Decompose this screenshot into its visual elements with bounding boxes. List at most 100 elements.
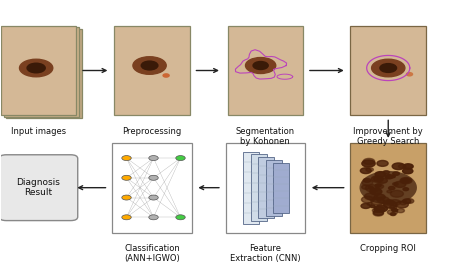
Circle shape (377, 178, 387, 183)
Circle shape (407, 73, 412, 76)
FancyBboxPatch shape (226, 143, 305, 233)
Circle shape (149, 195, 158, 200)
Circle shape (400, 178, 412, 184)
Circle shape (392, 163, 405, 170)
Circle shape (405, 199, 414, 204)
Circle shape (122, 215, 131, 220)
Text: Cropping ROI: Cropping ROI (360, 244, 416, 253)
Circle shape (149, 175, 158, 180)
FancyBboxPatch shape (251, 154, 266, 221)
Circle shape (370, 188, 382, 195)
Circle shape (122, 156, 131, 161)
Circle shape (371, 176, 383, 182)
FancyBboxPatch shape (266, 160, 282, 215)
Circle shape (149, 215, 158, 220)
Circle shape (392, 172, 400, 175)
FancyBboxPatch shape (0, 26, 76, 115)
Circle shape (383, 200, 394, 205)
Circle shape (385, 175, 393, 179)
Circle shape (387, 209, 398, 215)
FancyBboxPatch shape (114, 26, 190, 115)
Circle shape (362, 160, 375, 167)
FancyBboxPatch shape (0, 155, 78, 220)
Circle shape (391, 190, 403, 197)
Circle shape (361, 204, 371, 209)
Circle shape (394, 181, 406, 187)
Circle shape (363, 178, 371, 182)
FancyBboxPatch shape (6, 29, 82, 118)
Circle shape (149, 156, 158, 161)
Circle shape (375, 184, 383, 189)
Circle shape (370, 205, 375, 207)
Circle shape (372, 59, 405, 77)
Circle shape (402, 168, 413, 174)
Circle shape (403, 188, 409, 191)
Circle shape (396, 201, 408, 208)
Circle shape (19, 59, 53, 77)
Circle shape (122, 195, 131, 200)
Circle shape (377, 197, 389, 203)
Circle shape (374, 194, 385, 200)
Circle shape (163, 74, 169, 77)
FancyBboxPatch shape (243, 152, 259, 224)
Circle shape (141, 61, 158, 70)
FancyBboxPatch shape (112, 143, 191, 233)
Circle shape (133, 57, 166, 74)
Circle shape (392, 209, 398, 212)
FancyBboxPatch shape (228, 26, 303, 115)
Circle shape (27, 63, 45, 73)
Circle shape (176, 215, 185, 220)
Circle shape (246, 58, 276, 73)
FancyBboxPatch shape (273, 162, 289, 213)
Circle shape (176, 156, 185, 161)
Circle shape (362, 185, 370, 189)
Circle shape (374, 210, 383, 215)
Circle shape (390, 213, 396, 215)
Circle shape (387, 190, 392, 193)
Circle shape (363, 158, 375, 165)
Circle shape (374, 177, 381, 181)
Circle shape (383, 201, 397, 208)
Circle shape (389, 186, 395, 190)
Circle shape (373, 209, 380, 212)
Circle shape (374, 206, 385, 212)
Circle shape (253, 61, 268, 69)
Polygon shape (360, 171, 417, 204)
Circle shape (122, 175, 131, 180)
Circle shape (391, 175, 395, 178)
Circle shape (390, 205, 397, 209)
Circle shape (374, 205, 387, 212)
Circle shape (366, 168, 374, 171)
Circle shape (402, 199, 411, 203)
Circle shape (402, 179, 410, 183)
Circle shape (362, 180, 373, 185)
Circle shape (362, 196, 374, 203)
Text: Input images: Input images (11, 127, 66, 136)
Text: Improvement by
Greedy Search: Improvement by Greedy Search (353, 127, 423, 146)
Circle shape (390, 200, 401, 205)
FancyBboxPatch shape (3, 27, 79, 117)
Circle shape (403, 164, 413, 169)
Circle shape (380, 64, 397, 72)
Circle shape (375, 172, 385, 177)
Circle shape (371, 198, 384, 205)
Circle shape (373, 211, 383, 216)
Circle shape (360, 168, 371, 174)
FancyBboxPatch shape (350, 143, 426, 233)
Circle shape (397, 209, 404, 213)
Circle shape (365, 193, 377, 200)
Circle shape (367, 203, 372, 205)
Circle shape (377, 161, 388, 166)
Text: Classification
(ANN+IGWO): Classification (ANN+IGWO) (124, 244, 180, 263)
Circle shape (383, 171, 390, 174)
Circle shape (369, 187, 374, 189)
Circle shape (375, 184, 381, 187)
FancyBboxPatch shape (258, 157, 274, 218)
Text: Diagnosis
Result: Diagnosis Result (17, 178, 61, 197)
Text: Feature
Extraction (CNN): Feature Extraction (CNN) (230, 244, 301, 263)
Circle shape (399, 164, 406, 168)
Circle shape (387, 200, 392, 203)
FancyBboxPatch shape (350, 26, 426, 115)
Text: Preprocessing: Preprocessing (122, 127, 182, 136)
Circle shape (400, 202, 406, 205)
